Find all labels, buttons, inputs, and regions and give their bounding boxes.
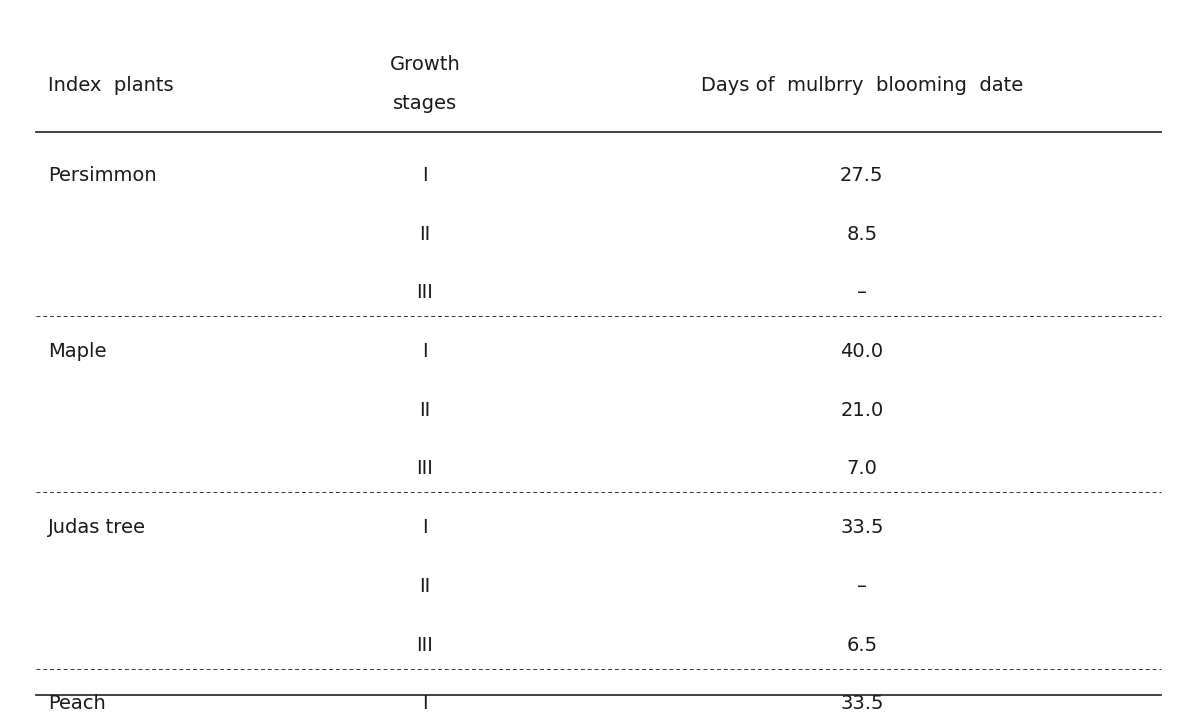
- Text: I: I: [423, 342, 427, 361]
- Text: 33.5: 33.5: [840, 695, 883, 713]
- Text: II: II: [419, 225, 431, 243]
- Text: 27.5: 27.5: [840, 166, 883, 185]
- Text: I: I: [423, 518, 427, 537]
- Text: –: –: [857, 577, 867, 596]
- Text: II: II: [419, 401, 431, 420]
- Text: Maple: Maple: [48, 342, 107, 361]
- Text: 6.5: 6.5: [846, 636, 877, 654]
- Text: Persimmon: Persimmon: [48, 166, 157, 185]
- Text: Growth: Growth: [389, 55, 461, 74]
- Text: I: I: [423, 695, 427, 713]
- Text: Peach: Peach: [48, 695, 105, 713]
- Text: 40.0: 40.0: [840, 342, 883, 361]
- Text: 8.5: 8.5: [846, 225, 877, 243]
- Text: 7.0: 7.0: [846, 460, 877, 478]
- Text: III: III: [417, 636, 433, 654]
- Text: –: –: [857, 284, 867, 302]
- Text: I: I: [423, 166, 427, 185]
- Text: III: III: [417, 460, 433, 478]
- Text: 21.0: 21.0: [840, 401, 883, 420]
- Text: Judas tree: Judas tree: [48, 518, 146, 537]
- Text: III: III: [417, 284, 433, 302]
- Text: stages: stages: [393, 95, 457, 113]
- Text: II: II: [419, 577, 431, 596]
- Text: Index  plants: Index plants: [48, 77, 174, 95]
- Text: Days of  mulbrry  blooming  date: Days of mulbrry blooming date: [700, 77, 1023, 95]
- Text: 33.5: 33.5: [840, 518, 883, 537]
